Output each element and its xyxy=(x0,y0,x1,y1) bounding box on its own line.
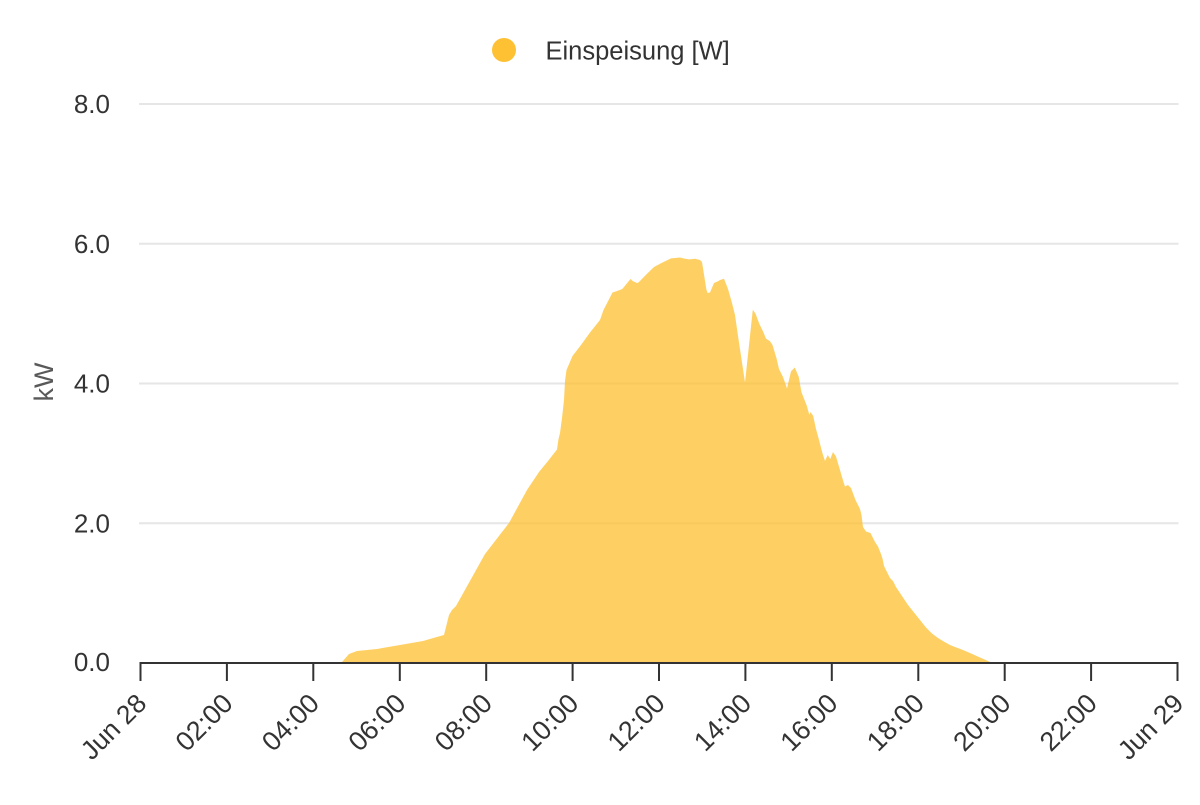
svg-text:22:00: 22:00 xyxy=(1034,688,1103,757)
svg-text:kW: kW xyxy=(29,362,59,402)
svg-text:06:00: 06:00 xyxy=(343,688,412,757)
svg-text:04:00: 04:00 xyxy=(256,688,325,757)
svg-text:14:00: 14:00 xyxy=(688,688,757,757)
svg-text:8.0: 8.0 xyxy=(74,89,110,119)
svg-text:08:00: 08:00 xyxy=(429,688,498,757)
svg-text:18:00: 18:00 xyxy=(861,688,930,757)
svg-text:Jun 28: Jun 28 xyxy=(75,688,152,765)
svg-text:10:00: 10:00 xyxy=(515,688,584,757)
svg-text:20:00: 20:00 xyxy=(947,688,1016,757)
svg-text:Jun 29: Jun 29 xyxy=(1112,688,1189,765)
svg-text:2.0: 2.0 xyxy=(74,508,110,538)
svg-text:12:00: 12:00 xyxy=(602,688,671,757)
svg-text:Einspeisung [W]: Einspeisung [W] xyxy=(546,38,730,66)
svg-text:4.0: 4.0 xyxy=(74,369,110,399)
svg-text:16:00: 16:00 xyxy=(775,688,844,757)
svg-text:02:00: 02:00 xyxy=(170,688,239,757)
svg-text:0.0: 0.0 xyxy=(74,647,110,677)
svg-text:6.0: 6.0 xyxy=(74,229,110,259)
